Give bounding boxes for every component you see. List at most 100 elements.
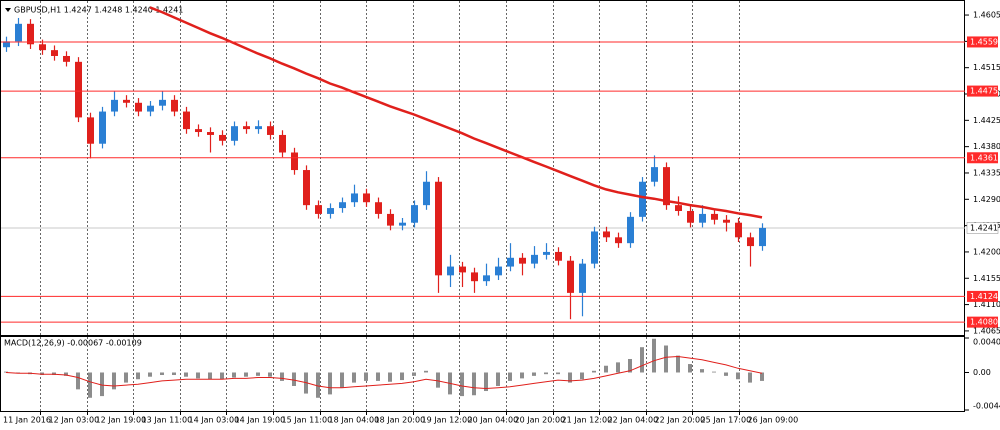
macd-y-tick-label: 0.00409: [973, 338, 1000, 347]
macd-bar: [652, 338, 656, 373]
price-pane: [0, 0, 965, 336]
macd-bar: [676, 355, 680, 373]
x-tick-label: 20 Jan 04:00: [468, 416, 519, 425]
macd-bar: [208, 372, 212, 380]
x-tick-label: 11 Jan 2016: [3, 416, 51, 425]
candle-body: [699, 213, 706, 223]
macd-pane: [0, 336, 965, 412]
macd-bar: [184, 372, 188, 377]
candle-body: [327, 208, 334, 214]
candle-body: [519, 257, 526, 264]
candle-body: [363, 193, 370, 203]
macd-bar: [220, 372, 224, 380]
candle-body: [219, 134, 226, 141]
macd-bar: [292, 372, 296, 386]
macd-bar: [136, 372, 140, 380]
macd-bar: [568, 372, 572, 383]
candle-body: [255, 126, 262, 130]
candle-body: [675, 205, 682, 211]
macd-signal: [5, 355, 763, 390]
candle-body: [435, 181, 442, 276]
candle-body: [267, 126, 274, 135]
candle-body: [387, 213, 394, 226]
menu-arrow[interactable]: [5, 8, 11, 12]
candle-body: [735, 222, 742, 238]
macd-bar: [256, 372, 260, 376]
y-tick-label: 1.4200: [973, 247, 1000, 256]
macd-bar: [544, 372, 548, 375]
candle-body: [279, 134, 286, 153]
level-box: [967, 152, 998, 164]
candle-body: [39, 44, 46, 51]
macd-title: MACD(12,26,9) -0.00067 -0.00109: [4, 339, 142, 348]
level-box: [967, 85, 998, 97]
y-tick-label: 1.4425: [973, 116, 1000, 125]
macd-bar: [76, 372, 80, 390]
candle-body: [123, 99, 130, 103]
macd-bar: [280, 372, 284, 381]
level-box: [967, 36, 998, 48]
candle-body: [339, 202, 346, 209]
macd-bar: [736, 372, 740, 380]
moving-average: [149, 6, 763, 219]
x-tick-label: 13 Jan 11:00: [142, 416, 193, 425]
candle-body: [507, 257, 514, 267]
x-tick-label: 12 Jan 19:00: [96, 416, 147, 425]
macd-bar: [700, 369, 704, 373]
candle-body: [615, 237, 622, 244]
y-tick-label: 1.4290: [973, 195, 1000, 204]
macd-bar: [112, 372, 116, 390]
x-tick-label: 18 Jan 04:00: [329, 416, 380, 425]
y-tick-label: 1.4155: [973, 274, 1000, 283]
y-tick-label: 1.4065: [973, 326, 1000, 335]
x-tick-label: 21 Jan 12:00: [562, 416, 613, 425]
candle-body: [483, 275, 490, 282]
candle-body: [495, 266, 502, 276]
current-price-label: 1.4241: [970, 223, 998, 232]
macd-bar: [172, 372, 176, 376]
level-label: 1.4080: [970, 318, 998, 327]
candle-body: [747, 237, 754, 247]
candle-body: [603, 231, 610, 238]
macd-bar: [460, 372, 464, 397]
macd-bar: [508, 372, 512, 381]
candle-body: [3, 41, 10, 48]
macd-bar: [664, 345, 668, 373]
candle-body: [51, 50, 58, 56]
candle-body: [99, 111, 106, 144]
candle-body: [243, 126, 250, 130]
x-tick-label: 14 Jan 03:00: [189, 416, 240, 425]
candle-body: [591, 231, 598, 264]
macd-bar: [124, 372, 128, 383]
macd-bar: [424, 370, 428, 373]
x-tick-label: 26 Jan 09:00: [748, 416, 799, 425]
macd-bar: [352, 372, 356, 383]
macd-bar: [688, 364, 692, 373]
x-tick-label: 19 Jan 12:00: [422, 416, 473, 425]
y-tick-label: 1.4110: [973, 300, 1000, 309]
candle-body: [567, 260, 574, 293]
macd-bar: [496, 372, 500, 386]
macd-bar: [520, 372, 524, 379]
candle-body: [231, 126, 238, 141]
y-tick-label: 1.4605: [973, 11, 1000, 20]
candles: [3, 17, 766, 320]
macd-bar: [580, 372, 584, 380]
macd-bar: [640, 347, 644, 373]
x-tick-label: 20 Jan 20:00: [515, 416, 566, 425]
candle-body: [555, 251, 562, 261]
candle-body: [63, 55, 70, 62]
candle-body: [75, 61, 82, 118]
macd-bar: [760, 372, 764, 381]
candle-body: [147, 105, 154, 112]
macd-bar: [160, 372, 164, 376]
candle-body: [447, 266, 454, 276]
macd-bar: [148, 372, 152, 377]
level-label: 1.4559: [970, 37, 998, 46]
candle-body: [207, 132, 214, 135]
level-label: 1.4361: [970, 153, 998, 162]
candle-body: [627, 216, 634, 244]
macd-bar: [412, 372, 416, 376]
macd-bar: [364, 372, 368, 381]
